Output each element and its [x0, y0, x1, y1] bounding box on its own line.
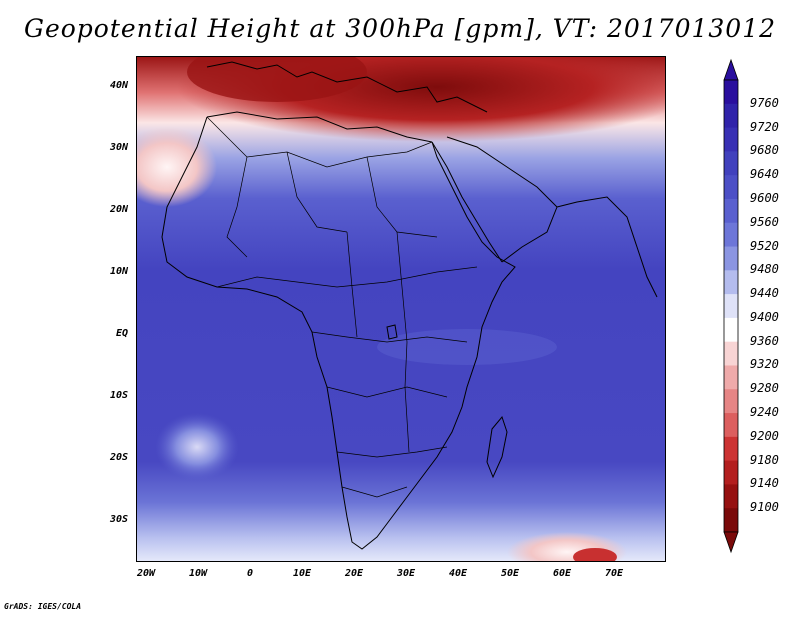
colorbar-label: 9440 — [750, 286, 779, 301]
colorbar-segment — [724, 294, 738, 319]
coastlines — [161, 61, 658, 550]
colorbar-label: 9140 — [750, 476, 779, 491]
colorbar-segment — [724, 246, 738, 271]
colorbar-segment — [724, 341, 738, 366]
grads-credit: GrADS: IGES/COLA — [4, 602, 82, 611]
colorbar-segment — [724, 270, 738, 295]
lat-label-20n: 20N — [109, 204, 128, 215]
colorbar-label: 9180 — [750, 452, 779, 467]
lat-label-40n: 40N — [109, 80, 128, 91]
colorbar-label: 9280 — [750, 381, 779, 396]
southeast-high-core — [573, 548, 617, 561]
colorbar-segment — [724, 175, 738, 200]
colorbar-segment — [724, 198, 738, 224]
map-title: Geopotential Height at 300hPa [gpm], VT:… — [23, 14, 777, 43]
colorbar-label: 9360 — [750, 333, 779, 348]
map-canvas — [137, 57, 665, 561]
colorbar-label: 9720 — [750, 119, 779, 134]
colorbar-segment — [724, 80, 738, 105]
colorbar-label: 9560 — [750, 214, 779, 229]
lon-label-20e: 20E — [344, 568, 364, 579]
colorbar-segment — [724, 151, 738, 176]
colorbar-label: 9240 — [750, 405, 779, 420]
lat-label-30s: 30S — [109, 514, 128, 525]
colorbar-segment — [724, 365, 738, 390]
colorbar — [723, 58, 739, 554]
atlantic-anomaly — [155, 413, 239, 481]
country-borders — [206, 116, 478, 498]
colorbar-arrow-top — [723, 58, 739, 81]
colorbar-segment — [724, 460, 738, 485]
central-africa-patch — [377, 329, 557, 365]
colorbar-segment — [724, 103, 738, 129]
lat-label-20s: 20S — [109, 452, 128, 463]
colorbar-segment — [724, 436, 738, 462]
colorbar-label: 9520 — [750, 238, 779, 253]
colorbar-label: 9680 — [750, 143, 779, 158]
lon-label-40e: 40E — [448, 568, 468, 579]
colorbar-arrow-bottom — [723, 531, 739, 554]
colorbar-label: 9400 — [750, 309, 779, 324]
lon-label-10w: 10W — [188, 568, 208, 579]
lon-label-50e: 50E — [500, 568, 520, 579]
colorbar-segment — [724, 317, 738, 343]
lat-label-10n: 10N — [109, 266, 128, 277]
colorbar-segment — [724, 389, 738, 414]
colorbar-segment — [724, 484, 738, 509]
lat-label-eq: EQ — [115, 328, 128, 339]
colorbar-label: 9480 — [750, 262, 779, 277]
lon-label-60e: 60E — [552, 568, 572, 579]
colorbar-segment — [724, 508, 738, 533]
lat-label-10s: 10S — [109, 390, 128, 401]
lat-label-30n: 30N — [109, 142, 128, 153]
lon-label-70e: 70E — [604, 568, 624, 579]
colorbar-label: 9600 — [750, 190, 779, 205]
colorbar-label: 9200 — [750, 428, 779, 443]
geopotential-height-map — [136, 56, 666, 562]
colorbar-label: 9760 — [750, 95, 779, 110]
colorbar-segment — [724, 413, 738, 438]
colorbar-label: 9640 — [750, 167, 779, 182]
lon-label-10e: 10E — [292, 568, 312, 579]
lon-label-20w: 20W — [136, 568, 156, 579]
lon-label-0: 0 — [246, 568, 254, 579]
colorbar-label: 9100 — [750, 500, 779, 515]
lon-label-30e: 30E — [396, 568, 416, 579]
colorbar-label: 9320 — [750, 357, 779, 372]
ridge-west-region — [187, 57, 367, 102]
colorbar-segment — [724, 127, 738, 152]
colorbar-segment — [724, 222, 738, 248]
